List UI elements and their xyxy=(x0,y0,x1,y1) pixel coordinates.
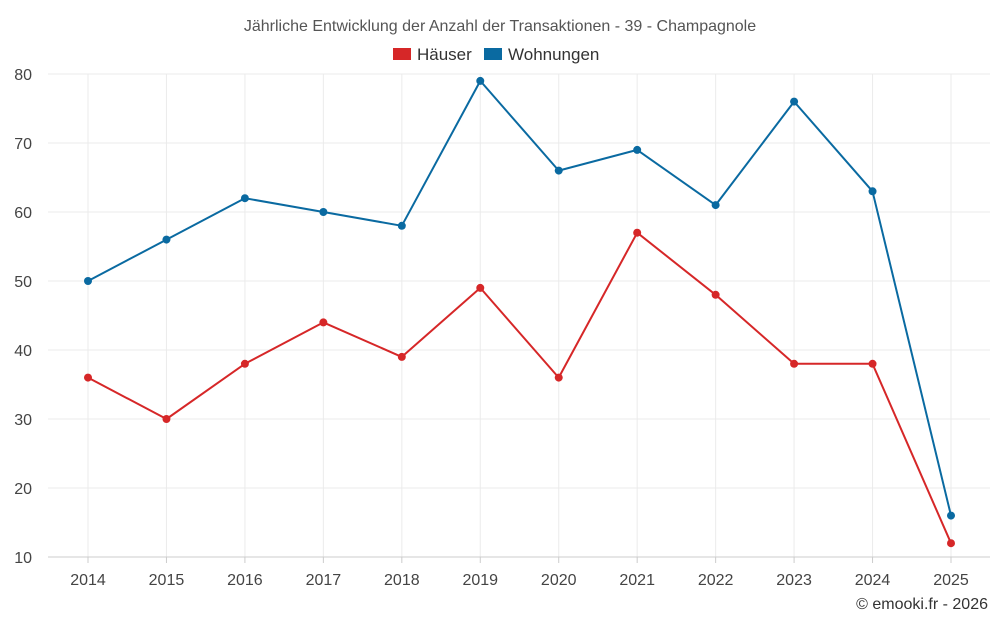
data-point-haeuser[interactable] xyxy=(554,373,563,382)
legend-label-haeuser[interactable]: Häuser xyxy=(417,45,472,64)
y-tick-label: 50 xyxy=(14,274,32,291)
y-tick-label: 70 xyxy=(14,136,32,153)
data-point-haeuser[interactable] xyxy=(947,539,955,548)
grid xyxy=(48,73,990,557)
data-point-wohnungen[interactable] xyxy=(554,166,563,175)
data-point-haeuser[interactable] xyxy=(868,359,877,368)
data-point-wohnungen[interactable] xyxy=(319,208,328,216)
data-point-haeuser[interactable] xyxy=(790,359,799,368)
x-tick-label: 2022 xyxy=(698,572,734,589)
data-point-wohnungen[interactable] xyxy=(633,145,642,154)
data-point-haeuser[interactable] xyxy=(397,352,406,361)
y-tick-label: 80 xyxy=(14,67,32,84)
data-point-wohnungen[interactable] xyxy=(162,235,171,244)
x-tick-label: 2024 xyxy=(855,572,891,589)
series-wohnungen xyxy=(84,76,955,520)
data-point-wohnungen[interactable] xyxy=(868,187,877,196)
data-point-wohnungen[interactable] xyxy=(711,201,720,210)
credit-text: © emooki.fr - 2026 xyxy=(856,596,988,613)
data-point-wohnungen[interactable] xyxy=(790,97,799,106)
legend-swatch-haeuser xyxy=(393,48,411,60)
y-tick-label: 20 xyxy=(14,481,32,498)
x-tick-label: 2017 xyxy=(306,572,342,589)
data-point-wohnungen[interactable] xyxy=(947,511,955,520)
x-tick-label: 2023 xyxy=(776,572,812,589)
data-point-haeuser[interactable] xyxy=(319,318,328,327)
x-tick-label: 2016 xyxy=(227,572,263,589)
data-point-haeuser[interactable] xyxy=(711,290,720,299)
data-point-wohnungen[interactable] xyxy=(476,76,485,85)
series-haeuser xyxy=(84,228,955,548)
legend: Häuser Wohnungen xyxy=(393,45,599,64)
x-tick-label: 2021 xyxy=(619,572,655,589)
data-point-wohnungen[interactable] xyxy=(240,194,249,203)
x-tick-label: 2019 xyxy=(462,572,498,589)
data-point-haeuser[interactable] xyxy=(476,283,485,292)
data-point-haeuser[interactable] xyxy=(633,228,642,237)
x-tick-label: 2014 xyxy=(70,572,106,589)
y-tick-label: 30 xyxy=(14,412,32,429)
y-tick-label: 60 xyxy=(14,205,32,222)
data-point-wohnungen[interactable] xyxy=(84,277,92,285)
data-point-haeuser[interactable] xyxy=(162,415,171,423)
axes: 10 20 30 40 50 60 70 80 2014 2015 2016 2017 2018 2019… xyxy=(14,67,990,589)
data-point-haeuser[interactable] xyxy=(84,373,92,382)
chart-title: Jährliche Entwicklung der Anzahl der Tra… xyxy=(244,18,756,35)
x-tick-label: 2020 xyxy=(541,572,577,589)
legend-swatch-wohnungen xyxy=(484,48,502,60)
y-tick-label: 10 xyxy=(14,550,32,567)
x-tick-label: 2015 xyxy=(149,572,185,589)
x-tick-label: 2018 xyxy=(384,572,420,589)
series-line-haeuser xyxy=(87,231,952,544)
x-tick-label: 2025 xyxy=(933,572,969,589)
legend-label-wohnungen[interactable]: Wohnungen xyxy=(508,45,599,64)
series xyxy=(84,76,955,548)
series-line-wohnungen xyxy=(87,79,952,516)
y-tick-label: 40 xyxy=(14,343,32,360)
data-point-haeuser[interactable] xyxy=(240,359,249,368)
data-point-wohnungen[interactable] xyxy=(397,221,406,230)
